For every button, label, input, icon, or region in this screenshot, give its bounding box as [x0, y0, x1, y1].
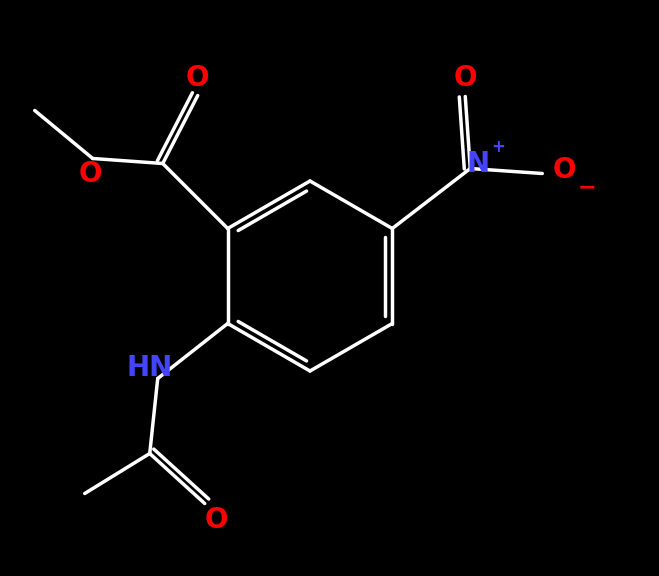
Text: O: O — [186, 63, 210, 92]
Text: O: O — [552, 157, 576, 184]
Text: O: O — [205, 506, 229, 533]
Text: −: − — [578, 177, 596, 198]
Text: O: O — [79, 161, 103, 188]
Text: O: O — [453, 65, 477, 93]
Text: N: N — [467, 150, 490, 177]
Text: HN: HN — [127, 354, 173, 382]
Text: +: + — [492, 138, 505, 156]
